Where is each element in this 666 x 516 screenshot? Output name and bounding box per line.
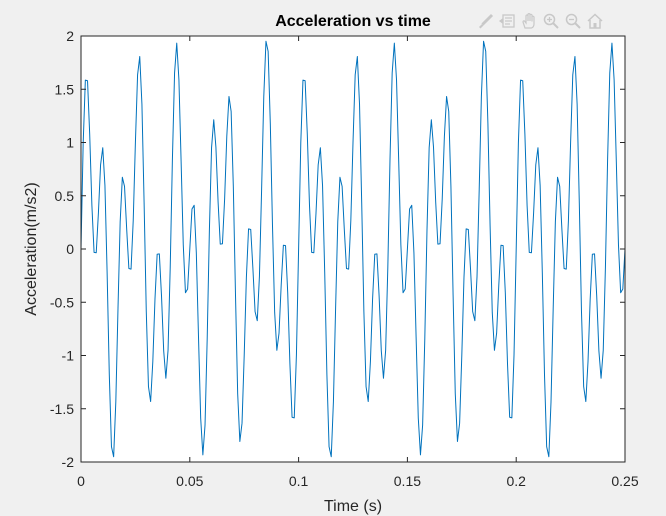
zoom-in-icon [543, 13, 559, 29]
brush-button[interactable] [474, 9, 495, 33]
zoom-in-button[interactable] [540, 9, 561, 33]
chart-title: Acceleration vs time [275, 13, 431, 30]
y-tick-label: 1 [66, 135, 74, 151]
home-icon [586, 13, 603, 29]
y-tick-label: -2 [62, 454, 75, 470]
pan-button[interactable] [518, 9, 539, 33]
pan-hand-icon [521, 12, 535, 29]
zoom-out-button[interactable] [562, 9, 583, 33]
x-tick-label: 0.25 [611, 473, 638, 489]
x-tick-label: 0 [77, 473, 85, 489]
x-tick-label: 0.1 [289, 473, 309, 489]
x-tick-label: 0.15 [394, 473, 421, 489]
y-tick-label: -0.5 [50, 294, 74, 310]
series-group [80, 40, 626, 458]
ticks-group: 0 0.05 0.1 0.15 0.2 0.25 -2 -1.5 -1 -0.5 0 0.5 1 1.5 2 [50, 28, 639, 489]
y-tick-label: 1.5 [55, 81, 75, 97]
brush-icon [478, 13, 493, 29]
home-button[interactable] [584, 9, 605, 33]
y-axis-label: Acceleration(m/s2) [23, 182, 40, 315]
y-tick-label: 0 [66, 241, 74, 257]
data-tips-icon [498, 14, 515, 28]
data-tips-button[interactable] [496, 9, 517, 33]
axes-toolbar [474, 9, 605, 33]
x-tick-label: 0.2 [506, 473, 526, 489]
x-axis-label: Time (s) [324, 498, 382, 515]
y-tick-label: -1 [62, 348, 75, 364]
y-tick-label: 0.5 [55, 188, 75, 204]
plot-area[interactable] [81, 36, 625, 462]
series-line-acceleration[interactable] [80, 40, 626, 458]
y-tick-label: -1.5 [50, 401, 74, 417]
zoom-out-icon [565, 13, 581, 29]
y-tick-label: 2 [66, 28, 74, 44]
x-tick-label: 0.05 [176, 473, 203, 489]
